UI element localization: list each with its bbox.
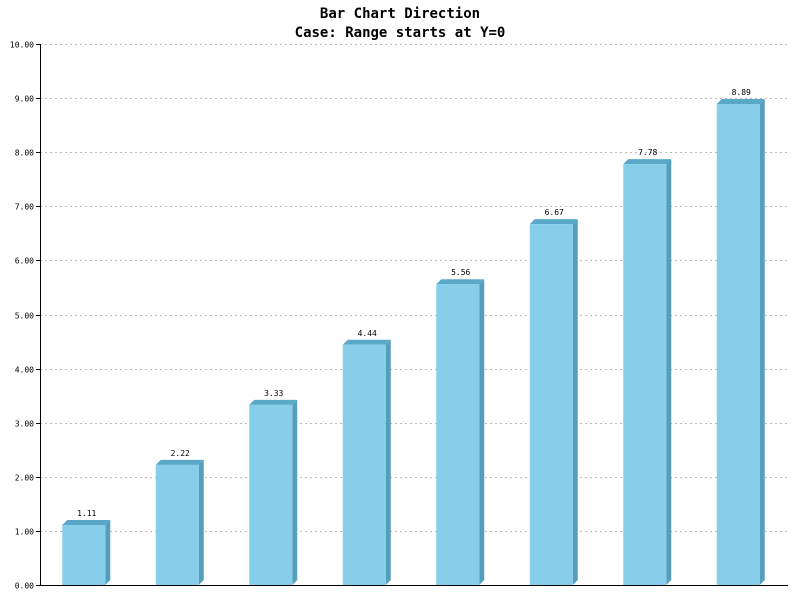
bars — [62, 99, 765, 586]
bar-value-label: 3.33 — [264, 389, 283, 398]
bar-value-label: 2.22 — [171, 449, 190, 458]
grid-lines — [40, 44, 788, 532]
y-tick-label: 7.00 — [15, 203, 34, 212]
bar — [62, 519, 111, 585]
bar-front — [62, 524, 106, 585]
y-tick-label: 1.00 — [15, 528, 34, 537]
bar-front — [436, 284, 480, 585]
y-axis-ticks: 0.00 1.00 2.00 3.00 4.00 5.00 6.00 7.00 8.00 9.00… — [10, 41, 40, 591]
y-tick-label: 0.00 — [15, 582, 34, 591]
bar-front — [623, 164, 667, 586]
bar-top — [342, 339, 391, 345]
bar — [342, 339, 391, 585]
axes — [40, 44, 788, 586]
bar — [436, 279, 485, 585]
bar — [716, 99, 765, 586]
bar-top — [716, 99, 765, 105]
y-tick-label: 8.00 — [15, 149, 34, 158]
bar-top — [436, 279, 485, 285]
bar-front — [529, 224, 573, 585]
bar-top — [249, 399, 298, 405]
y-tick-label: 10.00 — [10, 41, 34, 50]
bar — [529, 219, 578, 585]
bar-top — [155, 459, 204, 465]
bar-side — [479, 279, 485, 585]
bar — [155, 459, 204, 585]
bar-side — [105, 519, 111, 585]
bar-top — [62, 519, 111, 525]
y-tick-label: 2.00 — [15, 474, 34, 483]
bar-value-label: 4.44 — [358, 329, 377, 338]
bar-value-label: 7.78 — [638, 148, 657, 157]
bar-front — [716, 104, 760, 586]
y-tick-label: 5.00 — [15, 312, 34, 321]
bar-front — [342, 344, 386, 585]
y-tick-label: 9.00 — [15, 95, 34, 104]
value-labels: 1.11 2.22 3.33 4.44 5.56 6.67 7.78 8.89 — [77, 88, 751, 518]
bar-top — [623, 159, 672, 165]
chart-title: Bar Chart Direction — [320, 6, 480, 22]
bar-value-label: 8.89 — [732, 88, 751, 97]
y-tick-label: 3.00 — [15, 420, 34, 429]
bar-front — [155, 464, 199, 585]
bar-side — [759, 99, 765, 586]
y-tick-label: 4.00 — [15, 366, 34, 375]
bar — [249, 399, 298, 585]
bar-side — [198, 459, 204, 585]
bar-value-label: 6.67 — [545, 208, 564, 217]
bar-value-label: 1.11 — [77, 509, 96, 518]
bar — [623, 159, 672, 586]
bar-front — [249, 404, 293, 585]
bar-side — [292, 399, 298, 585]
bar-value-label: 5.56 — [451, 268, 470, 277]
bar-side — [666, 159, 672, 586]
bar-side — [385, 339, 391, 585]
y-tick-label: 6.00 — [15, 257, 34, 266]
bar-top — [529, 219, 578, 225]
bar-side — [572, 219, 578, 585]
chart-subtitle: Case: Range starts at Y=0 — [295, 25, 506, 41]
